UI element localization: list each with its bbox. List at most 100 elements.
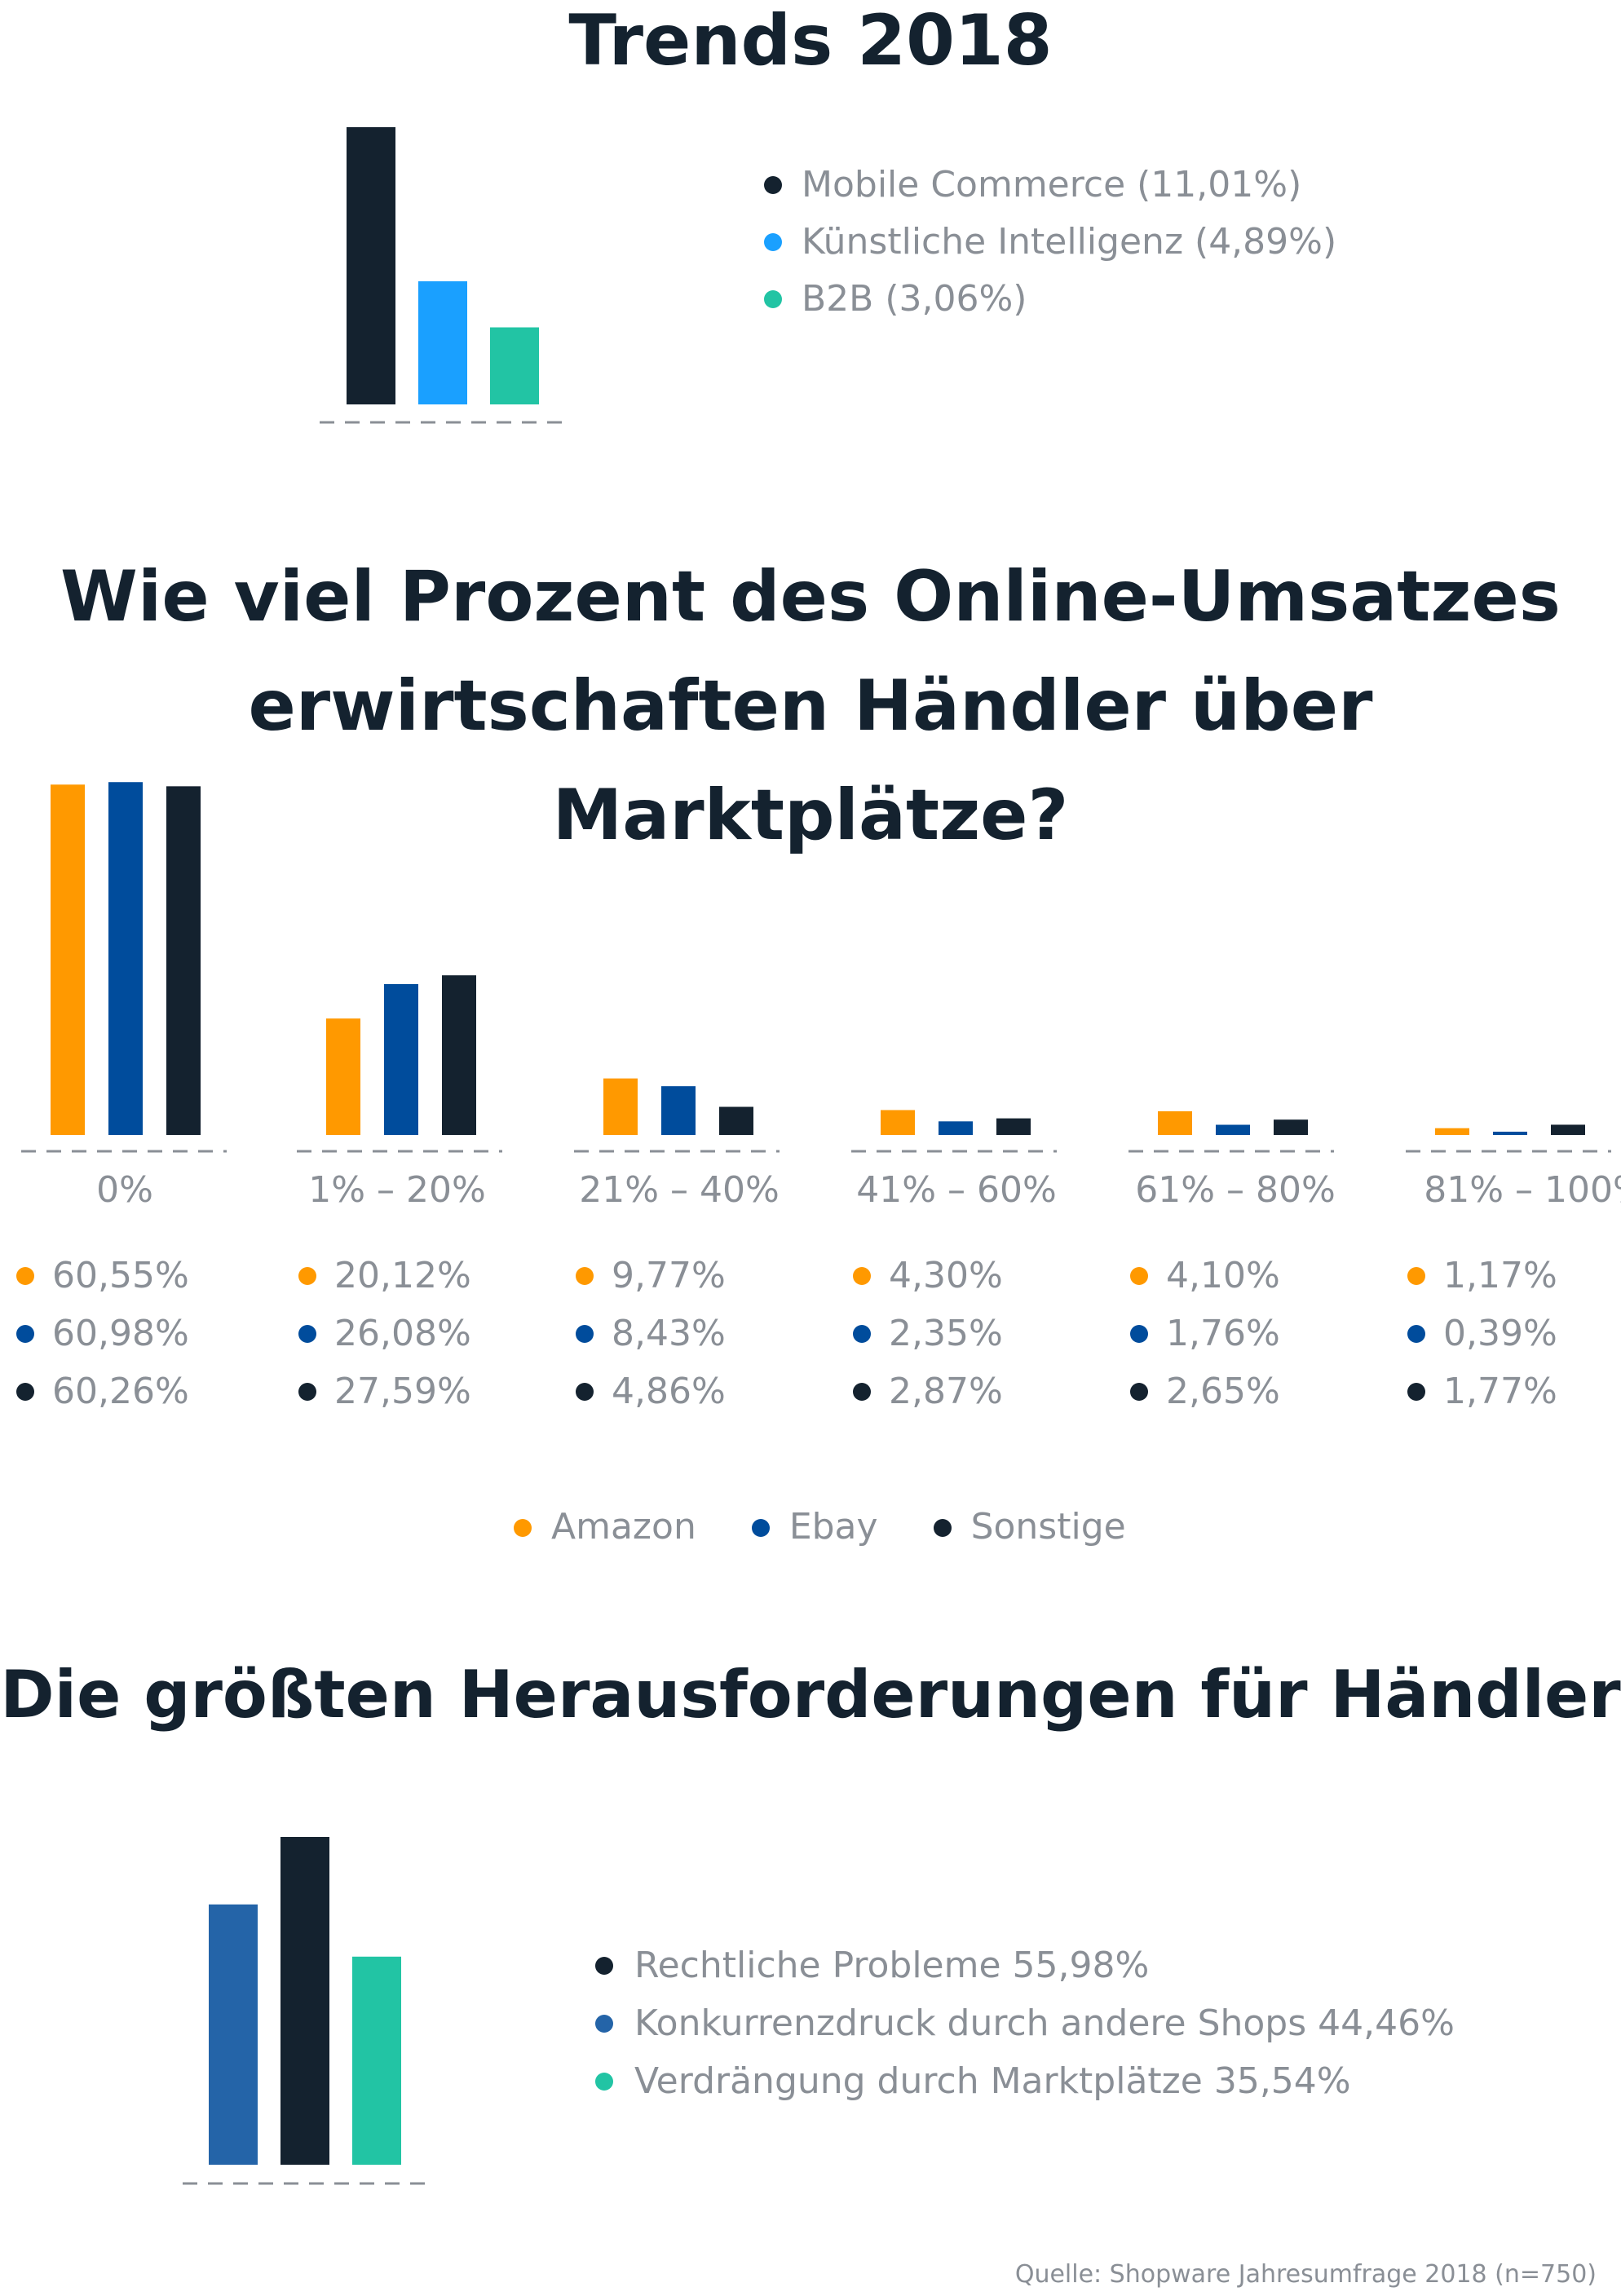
- challenges-bar-1: [209, 1904, 258, 2165]
- legend-dot-icon: [853, 1325, 871, 1343]
- value-label-amazon: 9,77%: [576, 1247, 726, 1305]
- legend-dot-icon: [1407, 1267, 1425, 1285]
- bar-amazon-1: [51, 784, 85, 1135]
- bar-sonstige-5: [1274, 1119, 1308, 1135]
- challenges-legend: Rechtliche Probleme 55,98% Konkurrenzdru…: [595, 1941, 1455, 2114]
- category-label: 21% – 40%: [579, 1169, 780, 1211]
- trends-bar-2: [418, 280, 467, 404]
- trends-legend-item-b2b: B2B (3,06%): [764, 274, 1336, 331]
- bar-sonstige-4: [996, 1118, 1031, 1135]
- legend-dot-icon: [853, 1267, 871, 1285]
- value-label-amazon: 20,12%: [298, 1247, 471, 1305]
- bar-amazon-5: [1158, 1110, 1192, 1135]
- bar-sonstige-3: [719, 1106, 753, 1135]
- legend-dot-icon: [1130, 1325, 1148, 1343]
- value-text: 2,35%: [889, 1313, 1003, 1354]
- bar-amazon-6: [1435, 1128, 1469, 1135]
- bar-ebay-5: [1216, 1124, 1250, 1135]
- trends-bar-1: [347, 127, 395, 404]
- value-text: 27,59%: [334, 1371, 471, 1412]
- value-label-sonstige: 27,59%: [298, 1363, 471, 1421]
- legend-dot-icon: [576, 1267, 594, 1285]
- bar-sonstige-1: [166, 786, 201, 1135]
- legend-dot-icon: [298, 1383, 316, 1401]
- value-text: 60,55%: [52, 1255, 189, 1296]
- bar-ebay-6: [1493, 1132, 1527, 1135]
- marketplace-title-line-1: Wie viel Prozent des Online-Umsatzes: [60, 556, 1561, 638]
- value-text: 2,87%: [889, 1371, 1003, 1412]
- value-column-2: 20,12% 26,08% 27,59%: [298, 1247, 471, 1421]
- legend-label: Amazon: [551, 1506, 696, 1548]
- bar-amazon-4: [881, 1110, 915, 1135]
- value-label-sonstige: 2,87%: [853, 1363, 1003, 1421]
- legend-dot-icon: [16, 1325, 34, 1343]
- legend-dot-icon: [16, 1383, 34, 1401]
- marketplace-title-line-2: erwirtschaften Händler über Marktplätze?: [248, 665, 1373, 856]
- bar-amazon-3: [603, 1078, 638, 1135]
- legend-item-amazon: Amazon: [514, 1500, 696, 1554]
- trends-title: Trends 2018: [568, 0, 1053, 82]
- legend-dot-icon: [576, 1325, 594, 1343]
- legend-dot-icon: [764, 290, 782, 308]
- value-label-ebay: 8,43%: [576, 1305, 726, 1363]
- challenges-bar-3: [352, 1956, 401, 2165]
- category-label: 0%: [96, 1169, 153, 1211]
- value-label-ebay: 60,98%: [16, 1305, 189, 1363]
- value-text: 1,17%: [1443, 1255, 1557, 1296]
- legend-dot-icon: [576, 1383, 594, 1401]
- legend-dot-icon: [1407, 1383, 1425, 1401]
- category-label: 61% – 80%: [1135, 1169, 1336, 1211]
- category-label: 81% – 100%: [1424, 1169, 1621, 1211]
- challenges-legend-item-verdraengung: Verdrängung durch Marktplätze 35,54%: [595, 2056, 1455, 2114]
- value-label-amazon: 60,55%: [16, 1247, 189, 1305]
- bar-ebay-1: [108, 782, 143, 1135]
- legend-dot-icon: [595, 2073, 613, 2091]
- value-label-amazon: 4,30%: [853, 1247, 1003, 1305]
- legend-label: Rechtliche Probleme 55,98%: [634, 1945, 1150, 1986]
- value-label-ebay: 2,35%: [853, 1305, 1003, 1363]
- legend-dot-icon: [514, 1519, 532, 1537]
- legend-label: Sonstige: [970, 1506, 1126, 1548]
- value-text: 60,26%: [52, 1371, 189, 1412]
- legend-dot-icon: [595, 1957, 613, 1975]
- value-column-1: 60,55% 60,98% 60,26%: [16, 1247, 189, 1421]
- value-text: 1,77%: [1443, 1371, 1557, 1412]
- category-label: 1% – 20%: [308, 1169, 486, 1211]
- legend-dot-icon: [1130, 1383, 1148, 1401]
- value-text: 60,98%: [52, 1313, 189, 1354]
- value-label-sonstige: 4,86%: [576, 1363, 726, 1421]
- challenges-title: Die größten Herausforderungen für Händle…: [0, 1657, 1621, 1733]
- marketplace-legend: Amazon Ebay Sonstige: [514, 1500, 1170, 1554]
- legend-dot-icon: [1407, 1325, 1425, 1343]
- legend-dot-icon: [764, 233, 782, 251]
- trends-legend-item-mobile-commerce: Mobile Commerce (11,01%): [764, 160, 1336, 217]
- value-label-sonstige: 1,77%: [1407, 1363, 1557, 1421]
- legend-dot-icon: [298, 1267, 316, 1285]
- value-text: 1,76%: [1166, 1313, 1280, 1354]
- legend-dot-icon: [16, 1267, 34, 1285]
- source-note: Quelle: Shopware Jahresumfrage 2018 (n=7…: [1014, 2260, 1597, 2289]
- value-label-ebay: 26,08%: [298, 1305, 471, 1363]
- trends-legend-item-ki: Künstliche Intelligenz (4,89%): [764, 217, 1336, 274]
- marketplace-title: Wie viel Prozent des Online-Umsatzes erw…: [0, 542, 1621, 870]
- value-column-3: 9,77% 8,43% 4,86%: [576, 1247, 726, 1421]
- challenges-legend-item-konkurrenzdruck: Konkurrenzdruck durch andere Shops 44,46…: [595, 1998, 1455, 2056]
- value-label-sonstige: 2,65%: [1130, 1363, 1280, 1421]
- value-label-ebay: 0,39%: [1407, 1305, 1557, 1363]
- value-column-6: 1,17% 0,39% 1,77%: [1407, 1247, 1557, 1421]
- challenges-bar-2: [280, 1837, 329, 2165]
- legend-label: Konkurrenzdruck durch andere Shops 44,46…: [634, 2002, 1455, 2044]
- value-column-5: 4,10% 1,76% 2,65%: [1130, 1247, 1280, 1421]
- value-label-amazon: 1,17%: [1407, 1247, 1557, 1305]
- trends-legend: Mobile Commerce (11,01%) Künstliche Inte…: [764, 160, 1336, 331]
- legend-dot-icon: [764, 176, 782, 194]
- value-text: 2,65%: [1166, 1371, 1280, 1412]
- bar-ebay-2: [384, 983, 418, 1135]
- legend-label: B2B (3,06%): [802, 278, 1027, 320]
- legend-label: Verdrängung durch Marktplätze 35,54%: [634, 2060, 1351, 2102]
- legend-label: Ebay: [788, 1506, 878, 1548]
- challenges-legend-item-rechtliche-probleme: Rechtliche Probleme 55,98%: [595, 1941, 1455, 1998]
- legend-label: Mobile Commerce (11,01%): [802, 164, 1302, 205]
- legend-dot-icon: [933, 1519, 952, 1537]
